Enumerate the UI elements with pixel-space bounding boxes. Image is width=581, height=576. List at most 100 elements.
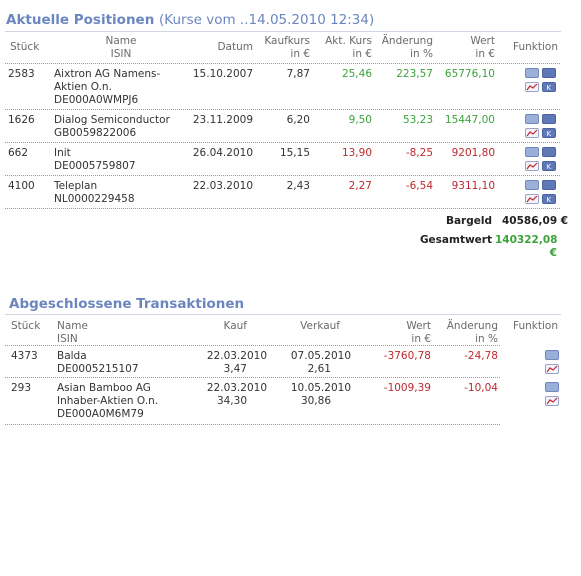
- chevron-down-icon[interactable]: [542, 147, 556, 157]
- tx-header-kauf: Kauf: [223, 320, 248, 332]
- tx-verkauf-kurs: 30,86: [300, 395, 331, 407]
- chart-icon[interactable]: [525, 128, 539, 138]
- pos-aktkurs: 25,46: [341, 68, 372, 80]
- bargeld-value: 40586,09 €: [502, 215, 569, 227]
- pos-datum: 23.11.2009: [192, 114, 253, 126]
- tx-kauf-kurs: 34,30: [216, 395, 247, 407]
- tx-wert: -3760,78: [383, 350, 431, 362]
- tx-isin: DE000A0M6M79: [57, 408, 144, 420]
- chart-icon[interactable]: [525, 161, 539, 171]
- pos-name-2: Aktien O.n.: [54, 81, 112, 93]
- tx-aenderung: -24,78: [464, 350, 498, 362]
- pos-stueck: 2583: [8, 68, 35, 80]
- pos-header-name: Name: [105, 35, 137, 47]
- positions-subtitle: (Kurse vom ..14.05.2010 12:34): [159, 12, 375, 28]
- pos-header-aenderung-unit: in %: [410, 48, 433, 60]
- pos-header-kaufkurs-unit: in €: [290, 48, 310, 60]
- row-divider: [5, 208, 560, 209]
- pos-header-aktkurs: Akt. Kurs: [325, 35, 372, 47]
- positions-title-rule: [5, 31, 561, 32]
- tx-name-2: Inhaber-Aktien O.n.: [57, 395, 159, 407]
- k-icon[interactable]: K: [542, 82, 556, 92]
- tx-kauf-datum: 22.03.2010: [206, 382, 267, 394]
- pos-isin: DE000A0WMPJ6: [54, 94, 139, 106]
- positions-title-text: Aktuelle Positionen: [6, 12, 155, 28]
- list-icon[interactable]: [525, 114, 539, 124]
- tx-header-verkauf: Verkauf: [300, 320, 340, 332]
- list-icon[interactable]: [525, 180, 539, 190]
- tx-isin: DE0005215107: [57, 363, 139, 375]
- tx-verkauf-datum: 10.05.2010: [290, 382, 351, 394]
- tx-name: Asian Bamboo AG: [57, 382, 151, 394]
- k-icon[interactable]: K: [542, 194, 556, 204]
- pos-name: Dialog Semiconductor: [54, 114, 170, 126]
- tx-header-wert-unit: in €: [411, 333, 431, 345]
- pos-wert: 9201,80: [451, 147, 495, 159]
- tx-stueck: 4373: [11, 350, 38, 362]
- tx-name: Balda: [57, 350, 87, 362]
- transactions-title: Abgeschlossene Transaktionen: [9, 296, 245, 312]
- pos-name: Aixtron AG Namens-: [54, 68, 161, 80]
- chevron-down-icon[interactable]: [542, 68, 556, 78]
- svg-text:K: K: [547, 196, 552, 203]
- tx-header-aenderung: Änderung: [446, 320, 498, 332]
- tx-header-name: Name: [57, 320, 88, 332]
- pos-aenderung: -6,54: [405, 180, 433, 192]
- tx-wert: -1009,39: [383, 382, 431, 394]
- svg-text:K: K: [547, 130, 552, 137]
- list-icon[interactable]: [545, 350, 559, 360]
- pos-header-datum: Datum: [217, 41, 253, 53]
- pos-isin: NL0000229458: [54, 193, 135, 205]
- k-icon[interactable]: K: [542, 128, 556, 138]
- tx-verkauf-kurs: 2,61: [307, 363, 331, 375]
- chart-icon[interactable]: [545, 396, 559, 406]
- pos-header-isin: ISIN: [110, 48, 132, 60]
- pos-aktkurs: 9,50: [348, 114, 372, 126]
- tx-header-funktion: Funktion: [513, 320, 558, 332]
- k-icon[interactable]: K: [542, 161, 556, 171]
- pos-header-aktkurs-unit: in €: [352, 48, 372, 60]
- gesamtwert-value: 140322,08: [495, 234, 558, 246]
- pos-name: Teleplan: [54, 180, 98, 192]
- pos-name: Init: [54, 147, 71, 159]
- list-icon[interactable]: [525, 68, 539, 78]
- svg-text:K: K: [547, 84, 552, 91]
- pos-isin: GB0059822006: [54, 127, 137, 139]
- pos-wert: 9311,10: [451, 180, 495, 192]
- list-icon[interactable]: [545, 382, 559, 392]
- positions-title: Aktuelle Positionen (Kurse vom ..14.05.2…: [6, 12, 374, 28]
- chart-icon[interactable]: [525, 82, 539, 92]
- pos-header-stueck: Stück: [10, 41, 40, 53]
- chevron-down-icon[interactable]: [542, 180, 556, 190]
- tx-verkauf-datum: 07.05.2010: [290, 350, 351, 362]
- pos-stueck: 1626: [8, 114, 35, 126]
- pos-wert: 65776,10: [444, 68, 495, 80]
- pos-kaufkurs: 6,20: [286, 114, 310, 126]
- tx-kauf-kurs: 3,47: [223, 363, 247, 375]
- chevron-down-icon[interactable]: [542, 114, 556, 124]
- chart-icon[interactable]: [545, 364, 559, 374]
- pos-aktkurs: 2,27: [348, 180, 372, 192]
- pos-isin: DE0005759807: [54, 160, 136, 172]
- gesamtwert-unit: €: [549, 247, 557, 259]
- tx-header-wert: Wert: [406, 320, 431, 332]
- tx-header-isin: ISIN: [57, 333, 78, 345]
- pos-datum: 22.03.2010: [192, 180, 253, 192]
- tx-header-divider: [5, 345, 500, 346]
- pos-kaufkurs: 15,15: [279, 147, 310, 159]
- pos-kaufkurs: 2,43: [286, 180, 310, 192]
- pos-header-kaufkurs: Kaufkurs: [264, 35, 310, 47]
- pos-stueck: 662: [8, 147, 29, 159]
- list-icon[interactable]: [525, 147, 539, 157]
- pos-aenderung: 53,23: [402, 114, 433, 126]
- row-divider: [5, 109, 560, 110]
- row-divider: [5, 377, 500, 378]
- tx-stueck: 293: [11, 382, 32, 394]
- pos-header-wert: Wert: [470, 35, 495, 47]
- chart-icon[interactable]: [525, 194, 539, 204]
- tx-header-aenderung-unit: in %: [475, 333, 498, 345]
- pos-header-wert-unit: in €: [475, 48, 495, 60]
- tx-header-stueck: Stück: [11, 320, 41, 332]
- pos-stueck: 4100: [8, 180, 35, 192]
- pos-aenderung: -8,25: [405, 147, 433, 159]
